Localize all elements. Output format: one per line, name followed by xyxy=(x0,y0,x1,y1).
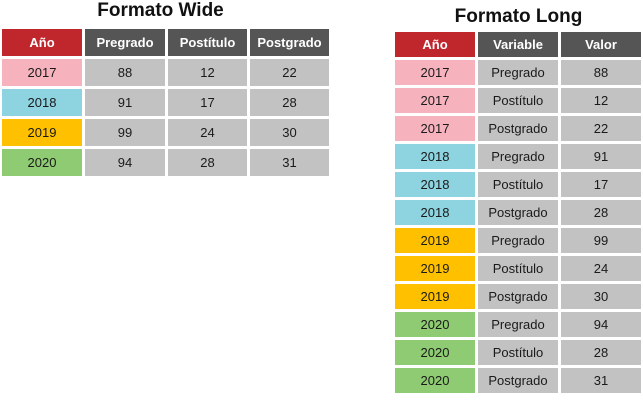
wide-table-title: Formato Wide xyxy=(97,0,224,21)
long-year-cell: 2020 xyxy=(395,368,475,393)
wide-value-cell: 31 xyxy=(250,149,329,176)
wide-table: Año Pregrado Postítulo Postgrado 2017 88 1… xyxy=(2,29,329,176)
long-value-cell: 28 xyxy=(561,340,641,365)
long-year-cell: 2017 xyxy=(395,60,475,85)
wide-header-postitulo: Postítulo xyxy=(168,29,247,56)
long-year-cell: 2020 xyxy=(395,340,475,365)
long-value-cell: 12 xyxy=(561,88,641,113)
wide-value-cell: 12 xyxy=(168,59,247,86)
long-year-cell: 2017 xyxy=(395,116,475,141)
long-variable-cell: Pregrado xyxy=(478,228,558,253)
long-table: Año Variable Valor 2017 Pregrado 88 2017 Pos… xyxy=(395,32,641,393)
long-variable-cell: Pregrado xyxy=(478,312,558,337)
long-variable-cell: Postgrado xyxy=(478,200,558,225)
wide-value-cell: 28 xyxy=(168,149,247,176)
wide-value-cell: 94 xyxy=(85,149,165,176)
long-value-cell: 31 xyxy=(561,368,641,393)
long-variable-cell: Postgrado xyxy=(478,368,558,393)
long-year-cell: 2020 xyxy=(395,312,475,337)
long-table-title: Formato Long xyxy=(454,6,583,27)
long-year-cell: 2019 xyxy=(395,284,475,309)
wide-value-cell: 24 xyxy=(168,119,247,146)
wide-header-pregrado: Pregrado xyxy=(85,29,165,56)
long-variable-cell: Postítulo xyxy=(478,256,558,281)
long-year-cell: 2018 xyxy=(395,144,475,169)
long-variable-cell: Pregrado xyxy=(478,60,558,85)
long-value-cell: 94 xyxy=(561,312,641,337)
long-variable-cell: Postítulo xyxy=(478,172,558,197)
long-year-cell: 2019 xyxy=(395,256,475,281)
long-variable-cell: Postítulo xyxy=(478,340,558,365)
wide-value-cell: 28 xyxy=(250,89,329,116)
long-variable-cell: Pregrado xyxy=(478,144,558,169)
wide-value-cell: 91 xyxy=(85,89,165,116)
wide-value-cell: 88 xyxy=(85,59,165,86)
long-value-cell: 28 xyxy=(561,200,641,225)
long-header-variable: Variable xyxy=(478,32,558,57)
wide-year-cell: 2018 xyxy=(2,89,82,116)
wide-year-cell: 2020 xyxy=(2,149,82,176)
wide-header-year: Año xyxy=(2,29,82,56)
wide-header-postgrado: Postgrado xyxy=(250,29,329,56)
long-value-cell: 17 xyxy=(561,172,641,197)
long-year-cell: 2019 xyxy=(395,228,475,253)
long-value-cell: 91 xyxy=(561,144,641,169)
long-year-cell: 2017 xyxy=(395,88,475,113)
long-value-cell: 88 xyxy=(561,60,641,85)
wide-value-cell: 99 xyxy=(85,119,165,146)
long-header-year: Año xyxy=(395,32,475,57)
wide-year-cell: 2017 xyxy=(2,59,82,86)
long-variable-cell: Postgrado xyxy=(478,116,558,141)
long-value-cell: 22 xyxy=(561,116,641,141)
long-value-cell: 24 xyxy=(561,256,641,281)
wide-value-cell: 30 xyxy=(250,119,329,146)
long-year-cell: 2018 xyxy=(395,172,475,197)
long-value-cell: 30 xyxy=(561,284,641,309)
long-year-cell: 2018 xyxy=(395,200,475,225)
long-variable-cell: Postítulo xyxy=(478,88,558,113)
wide-value-cell: 17 xyxy=(168,89,247,116)
wide-value-cell: 22 xyxy=(250,59,329,86)
long-header-value: Valor xyxy=(561,32,641,57)
wide-year-cell: 2019 xyxy=(2,119,82,146)
long-variable-cell: Postgrado xyxy=(478,284,558,309)
long-value-cell: 99 xyxy=(561,228,641,253)
